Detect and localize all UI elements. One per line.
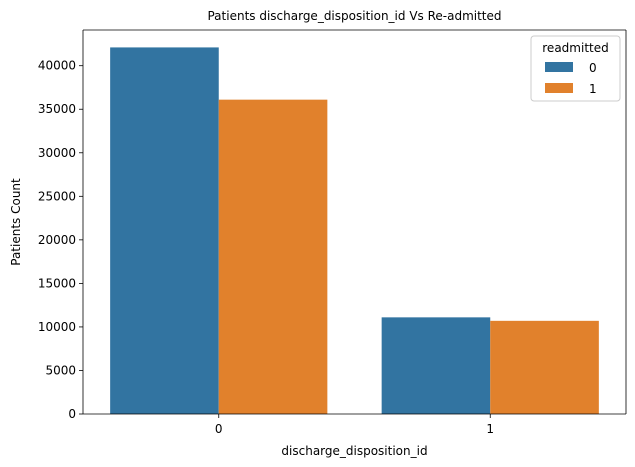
legend-swatch-0 — [545, 62, 573, 72]
plot-area: 0 5000 10000 15000 20000 25000 30000 35000 40000… — [38, 29, 627, 436]
x-tick-label: 1 — [486, 422, 494, 436]
bar-series-1-cat-1 — [490, 320, 599, 414]
y-tick-label: 35000 — [38, 102, 76, 116]
bar-series-0-cat-0 — [110, 47, 219, 414]
y-tick-label: 20000 — [38, 233, 76, 247]
x-tick-label: 0 — [215, 422, 223, 436]
y-tick-label: 15000 — [38, 276, 76, 290]
y-axis-title: Patients Count — [9, 178, 23, 266]
y-tick-label: 5000 — [45, 363, 76, 377]
bar-series-1-cat-0 — [218, 99, 328, 415]
legend-swatch-1 — [545, 83, 573, 93]
chart-title: Patients discharge_disposition_id Vs Re-… — [207, 9, 501, 23]
y-tick-label: 40000 — [38, 59, 76, 73]
y-tick-label: 0 — [68, 407, 76, 421]
y-tick-label: 30000 — [38, 146, 76, 160]
bar-series-0-cat-1 — [381, 317, 491, 414]
legend-title: readmitted — [542, 41, 608, 55]
y-tick-label: 25000 — [38, 189, 76, 203]
legend: readmitted 0 1 — [530, 35, 621, 102]
y-tick-label: 10000 — [38, 320, 76, 334]
x-axis-title: discharge_disposition_id — [281, 444, 427, 458]
legend-label-1: 1 — [589, 82, 597, 96]
legend-label-0: 0 — [589, 61, 597, 75]
